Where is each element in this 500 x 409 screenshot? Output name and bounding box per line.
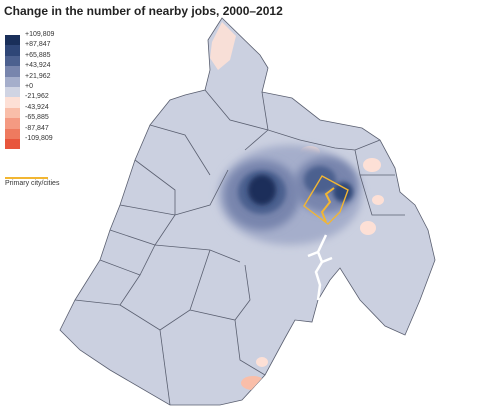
- legend-label: -65,885: [25, 114, 49, 122]
- gain-area: [248, 175, 276, 205]
- primary-city-outline: [303, 175, 349, 225]
- legend-swatch: [5, 55, 20, 67]
- legend-swatch: [5, 128, 20, 139]
- river: [307, 234, 333, 301]
- legend-swatch: [5, 97, 20, 108]
- legend-label: -43,924: [25, 103, 49, 111]
- loss-area: [372, 195, 384, 205]
- legend-item: +0: [5, 83, 85, 98]
- legend-item: -21,962: [5, 93, 85, 108]
- legend-label: +109,809: [25, 31, 55, 38]
- legend-swatch: [5, 138, 20, 150]
- legend-swatch: [5, 35, 20, 46]
- legend-item: +87,847: [5, 41, 85, 56]
- legend-swatch: [5, 107, 20, 119]
- legend-item: +21,962: [5, 73, 85, 87]
- legend-label: +87,847: [25, 41, 51, 49]
- legend-swatch: [5, 76, 20, 87]
- legend-swatch: [5, 86, 20, 98]
- county-boundaries: [74, 89, 405, 406]
- legend-swatch: [5, 45, 20, 56]
- primary-city-legend-label: Primary city/cities: [5, 180, 60, 187]
- primary-city-legend-line: [5, 177, 48, 179]
- loss-area: [210, 22, 236, 70]
- legend-swatch: [5, 118, 20, 129]
- gain-area: [333, 182, 353, 202]
- legend: +109,809 +87,847 +65,885 +43,924 +21,962…: [5, 31, 85, 155]
- legend-item: -109,809: [5, 135, 85, 150]
- legend-label: -87,847: [25, 124, 49, 132]
- loss-area: [256, 357, 268, 367]
- loss-area: [363, 158, 381, 172]
- legend-item: +43,924: [5, 62, 85, 77]
- legend-item: -65,885: [5, 114, 85, 129]
- legend-item: +109,809: [5, 31, 85, 46]
- legend-label: +0: [25, 82, 33, 90]
- legend-label: +21,962: [25, 72, 51, 80]
- legend-item: +65,885: [5, 52, 85, 67]
- map-title: Change in the number of nearby jobs, 200…: [4, 4, 283, 18]
- legend-swatch: [5, 66, 20, 77]
- loss-area: [360, 221, 376, 235]
- legend-item: -87,847: [5, 125, 85, 139]
- loss-area: [241, 376, 265, 390]
- legend-label: -109,809: [25, 134, 53, 142]
- legend-label: -21,962: [25, 93, 49, 101]
- legend-label: +43,924: [25, 62, 51, 70]
- legend-item: -43,924: [5, 104, 85, 119]
- legend-label: +65,885: [25, 51, 51, 59]
